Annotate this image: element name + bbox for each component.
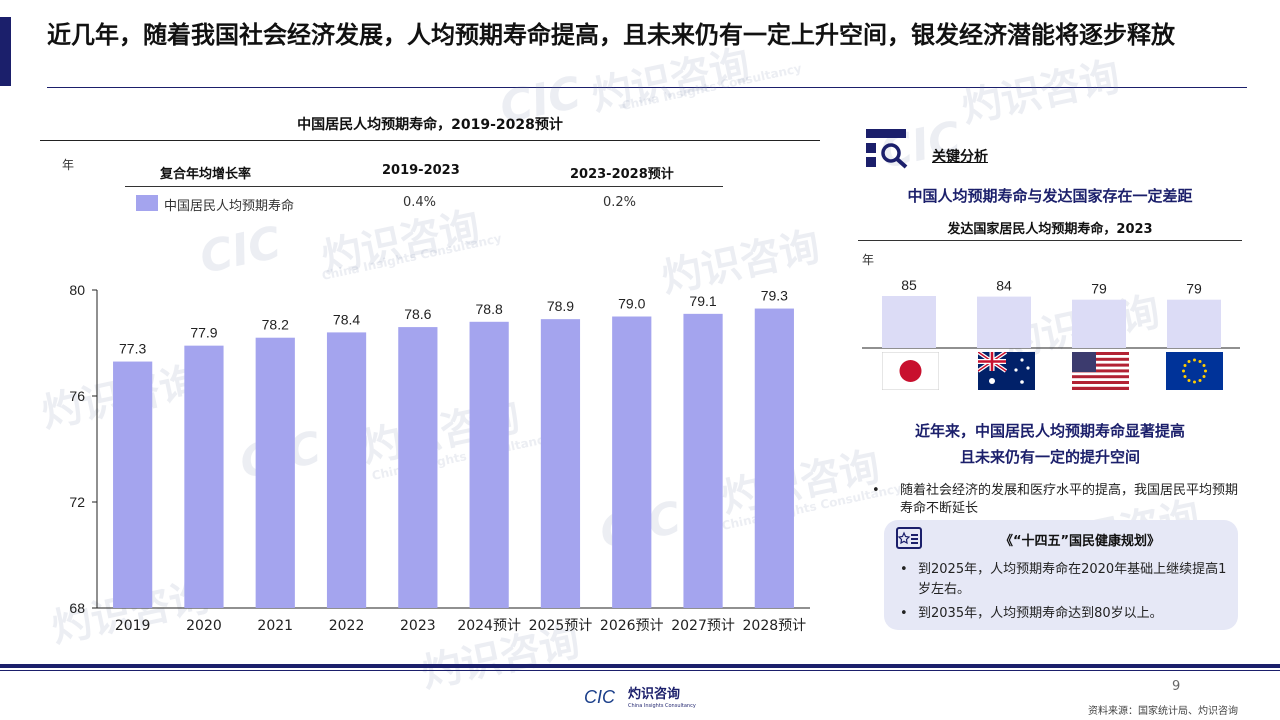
australia-flag-icon — [978, 352, 1035, 390]
plan-document-icon — [896, 527, 922, 549]
y-tick-label: 68 — [69, 600, 85, 616]
data-bar — [398, 327, 438, 608]
cagr-table-divider — [125, 186, 723, 187]
slide-title: 近几年，随着我国社会经济发展，人均预期寿命提高，且未来仍有一定上升空间，银发经济… — [47, 20, 1175, 49]
eu-flag-icon — [1166, 352, 1223, 390]
y-tick-label: 80 — [69, 282, 85, 298]
logo-text-cn: 灼识咨询 — [628, 686, 680, 702]
bullet-dot: • — [900, 562, 908, 577]
data-label: 77.9 — [190, 325, 217, 341]
data-label: 78.4 — [333, 311, 360, 327]
bullet-dot: • — [872, 483, 880, 498]
data-bar — [326, 332, 367, 608]
page-number: 9 — [1172, 679, 1181, 694]
x-tick-label: 2026预计 — [600, 618, 664, 634]
footer-divider — [0, 670, 1280, 671]
main-chart-title: 中国居民人均预期寿命，2019-2028预计 — [297, 117, 563, 133]
key-analysis-icon — [866, 129, 908, 169]
y-tick-label: 72 — [69, 494, 85, 510]
data-bar — [612, 316, 652, 608]
dev-data-label: 79 — [1091, 281, 1107, 297]
data-bar — [184, 345, 224, 608]
x-tick-label: 2028预计 — [743, 618, 807, 634]
cagr-value-2: 0.2% — [603, 195, 637, 210]
gap-heading: 中国人均预期寿命与发达国家存在一定差距 — [907, 187, 1193, 205]
logo-text-en: China Insights Consultancy — [628, 703, 696, 709]
dev-data-label: 85 — [901, 277, 917, 293]
main-chart-unit: 年 — [62, 158, 75, 172]
y-tick-label: 76 — [69, 388, 85, 404]
bullet-text: 随着社会经济的发展和医疗水平的提高，我国居民平均预期寿命不断延长 — [900, 483, 1239, 516]
x-tick-label: 2023 — [400, 618, 436, 634]
health-plan-box — [884, 520, 1238, 630]
x-tick-label: 2024预计 — [457, 618, 521, 634]
japan-flag-icon — [882, 352, 939, 390]
bullet-dot: • — [900, 606, 908, 621]
cagr-header: 复合年均增长率 — [160, 167, 252, 182]
x-tick-label: 2019 — [115, 618, 151, 634]
summary-heading: 近年来，中国居民人均预期寿命显著提高 且未来仍有一定的提升空间 — [858, 418, 1242, 470]
plan-item: • 到2035年，人均预期寿命达到80岁以上。 — [900, 604, 1230, 624]
data-bar — [754, 308, 794, 608]
data-label: 78.2 — [262, 317, 289, 333]
legend-label: 中国居民人均预期寿命 — [164, 199, 295, 214]
bullet-paragraph: • 随着社会经济的发展和医疗水平的提高，我国居民平均预期寿命不断延长 — [872, 482, 1244, 518]
data-label: 78.9 — [547, 298, 574, 314]
developed-countries-bar-chart: 85 84 79 79 — [862, 277, 1240, 349]
dev-data-label: 84 — [996, 278, 1012, 294]
summary-line-2: 且未来仍有一定的提升空间 — [959, 448, 1140, 466]
dev-chart-title: 发达国家居民人均预期寿命，2023 — [947, 222, 1153, 237]
legend-swatch — [136, 195, 158, 211]
data-bar — [540, 319, 581, 608]
data-label: 79.1 — [689, 293, 716, 309]
x-tick-label: 2025预计 — [529, 618, 593, 634]
dev-bar — [882, 296, 936, 348]
dev-chart-unit: 年 — [862, 253, 875, 267]
data-label: 79.0 — [618, 296, 645, 312]
cagr-period-2: 2023-2028预计 — [570, 167, 674, 182]
x-tick-label: 2022 — [329, 618, 365, 634]
data-bar — [683, 313, 723, 608]
x-tick-label: 2020 — [186, 618, 222, 634]
plan-title: 《“十四五”国民健康规划》 — [999, 534, 1161, 549]
data-bar — [255, 337, 295, 608]
data-label: 78.6 — [404, 306, 431, 322]
plan-item: • 到2025年，人均预期寿命在2020年基础上继续提高1岁左右。 — [900, 560, 1230, 600]
usa-flag-icon — [1072, 352, 1129, 390]
dev-bar — [1072, 299, 1126, 348]
main-chart-title-divider — [40, 140, 820, 141]
title-divider — [47, 87, 1247, 88]
footer-band — [0, 664, 1280, 668]
source-note: 资料来源：国家统计局、灼识咨询 — [1088, 706, 1238, 717]
data-bar — [113, 361, 153, 608]
dev-bar — [1167, 299, 1221, 348]
x-tick-label: 2021 — [257, 618, 293, 634]
data-label: 78.8 — [476, 301, 503, 317]
cagr-period-1: 2019-2023 — [382, 163, 460, 178]
title-accent-bar — [0, 17, 11, 86]
dev-bar — [977, 296, 1031, 348]
main-bar-chart: 68 72 76 80 77.3 2019 77.9 2020 78.2 2021 78.4 2022… — [69, 282, 810, 634]
data-label: 77.3 — [119, 341, 146, 357]
dev-chart-title-divider — [858, 240, 1242, 241]
x-tick-label: 2027预计 — [671, 618, 735, 634]
cic-logo: CIC 灼识咨询 China Insights Consultancy — [584, 686, 696, 709]
data-label: 79.3 — [761, 288, 788, 304]
summary-line-1: 近年来，中国居民人均预期寿命显著提高 — [914, 422, 1185, 440]
data-bar — [469, 321, 509, 608]
plan-item-text: 到2035年，人均预期寿命达到80岁以上。 — [918, 606, 1163, 621]
plan-item-text: 到2025年，人均预期寿命在2020年基础上继续提高1岁左右。 — [918, 562, 1227, 597]
logo-mark: CIC — [584, 687, 616, 707]
dev-data-label: 79 — [1186, 281, 1202, 297]
cagr-value-1: 0.4% — [403, 195, 437, 210]
key-analysis-label: 关键分析 — [932, 149, 988, 165]
